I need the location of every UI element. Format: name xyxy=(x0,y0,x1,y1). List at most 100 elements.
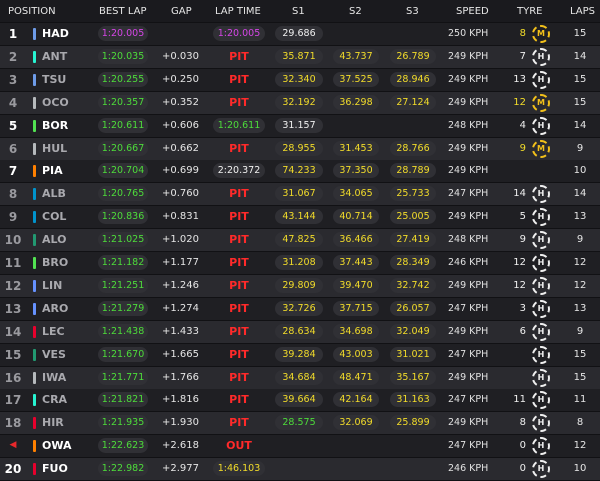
sector-s3-time: 31.163 xyxy=(390,392,436,408)
speed-trap: 249 KPH xyxy=(448,50,489,62)
driver-code[interactable]: VES xyxy=(42,347,66,361)
driver-code[interactable]: OWA xyxy=(42,439,72,453)
table-row[interactable]: 14 LEC 1:21.438 +1.433 PIT 28.634 34.698 32.049… xyxy=(0,320,600,343)
medium-tyre-icon: M xyxy=(532,25,550,43)
lap-count: 11 xyxy=(573,394,587,406)
table-header: POSITION BEST LAP GAP LAP TIME S1 S2 S3 … xyxy=(0,0,600,22)
driver-code[interactable]: COL xyxy=(42,210,67,224)
best-lap-time: 1:20.611 xyxy=(98,117,148,133)
table-row[interactable]: 17 CRA 1:21.821 +1.816 PIT 39.664 42.164 31.163… xyxy=(0,389,600,412)
pit-status: PIT xyxy=(229,49,249,63)
table-row[interactable]: 4 OCO 1:20.357 +0.352 PIT 32.192 36.298 27.124 2… xyxy=(0,91,600,114)
lap-count: 15 xyxy=(573,348,587,360)
lap-count: 12 xyxy=(573,279,587,291)
sector-s2-time: 34.065 xyxy=(333,186,379,202)
best-lap-time: 1:20.704 xyxy=(98,163,148,179)
pit-status: PIT xyxy=(229,72,249,86)
table-row[interactable]: 18 HIR 1:21.935 +1.930 PIT 28.575 32.069 25.899… xyxy=(0,412,600,435)
team-color-bar xyxy=(33,119,36,132)
speed-trap: 249 KPH xyxy=(448,165,489,177)
table-row[interactable]: 5 BOR 1:20.611 +0.606 1:20.611 31.157 248 KPH 4… xyxy=(0,114,600,137)
driver-code[interactable]: CRA xyxy=(42,393,68,407)
tyre-age: 8 xyxy=(519,28,526,39)
pit-status: PIT xyxy=(229,370,249,384)
driver-code[interactable]: ALO xyxy=(42,233,67,247)
sector-s2-time: 37.350 xyxy=(333,163,379,179)
tyre-age: 8 xyxy=(519,417,526,429)
table-row[interactable]: 8 ALB 1:20.765 +0.760 PIT 31.067 34.065 25.733 2… xyxy=(0,183,600,206)
pit-status: PIT xyxy=(229,301,249,315)
lap-time: 1:20.005 xyxy=(213,26,265,41)
sector-s1-time: 35.871 xyxy=(275,48,323,64)
driver-code[interactable]: BOR xyxy=(42,118,69,132)
table-row[interactable]: 2 ANT 1:20.035 +0.030 PIT 35.871 43.737 26.789 2… xyxy=(0,45,600,68)
tyre-age: 13 xyxy=(513,73,526,85)
table-row[interactable]: 15 VES 1:21.670 +1.665 PIT 39.284 43.003 31.021… xyxy=(0,343,600,366)
gap-value: +0.760 xyxy=(161,188,199,200)
table-row[interactable]: 7 PIA 1:20.704 +0.699 2:20.372 74.233 37.350 28… xyxy=(0,160,600,183)
header-tyre[interactable]: TYRE xyxy=(517,6,543,17)
table-row[interactable]: 12 LIN 1:21.251 +1.246 PIT 29.809 39.470 32.742… xyxy=(0,274,600,297)
position-number: 9 xyxy=(8,210,18,225)
driver-code[interactable]: IWA xyxy=(42,370,67,384)
table-row[interactable]: 1 HAD 1:20.005 1:20.005 29.686 250 KPH 8 M 15 xyxy=(0,23,600,45)
lap-count: 14 xyxy=(573,50,587,62)
header-s3[interactable]: S3 xyxy=(406,6,419,17)
team-color-bar xyxy=(33,394,36,407)
sector-s2-time: 31.453 xyxy=(333,140,379,156)
driver-code[interactable]: TSU xyxy=(42,72,67,86)
best-lap-time: 1:21.935 xyxy=(98,415,148,431)
header-best-lap[interactable]: BEST LAP xyxy=(99,6,147,17)
position-number: 16 xyxy=(4,370,22,385)
sector-s3-time: 35.167 xyxy=(390,369,436,385)
driver-code[interactable]: HUL xyxy=(42,141,68,155)
table-row[interactable]: 6 HUL 1:20.667 +0.662 PIT 28.955 31.453 28.766 2… xyxy=(0,137,600,160)
gap-value: +1.020 xyxy=(161,234,199,246)
table-row[interactable]: 20 FUO 1:22.982 +2.977 1:46.103 246 KPH 0 H 10 xyxy=(0,458,600,481)
position-number: 3 xyxy=(8,72,18,87)
team-color-bar xyxy=(33,279,36,292)
best-lap-time: 1:21.279 xyxy=(98,300,148,316)
table-row[interactable]: 16 IWA 1:21.771 +1.766 PIT 34.684 48.471 35.167… xyxy=(0,366,600,389)
driver-code[interactable]: FUO xyxy=(42,462,68,476)
table-row[interactable]: 11 BRO 1:21.182 +1.177 PIT 31.208 37.443 28.349… xyxy=(0,252,600,274)
driver-code[interactable]: ARO xyxy=(42,301,69,315)
pit-status: PIT xyxy=(229,278,249,292)
gap-value: +1.274 xyxy=(161,302,199,314)
header-speed[interactable]: SPEED xyxy=(456,6,489,17)
driver-code[interactable]: LEC xyxy=(42,324,65,338)
speed-trap: 249 KPH xyxy=(448,96,489,108)
driver-code[interactable]: ALB xyxy=(42,187,66,201)
header-position[interactable]: POSITION xyxy=(8,6,56,17)
driver-code[interactable]: LIN xyxy=(42,278,63,292)
lap-count: 12 xyxy=(573,440,587,452)
speed-trap: 246 KPH xyxy=(448,257,489,268)
driver-code[interactable]: PIA xyxy=(42,164,63,178)
table-row[interactable]: 9 COL 1:20.836 +0.831 PIT 43.144 40.714 25.005 2… xyxy=(0,206,600,229)
driver-code[interactable]: OCO xyxy=(42,95,69,109)
sector-s2-time: 34.698 xyxy=(333,323,379,339)
pit-status: PIT xyxy=(229,187,249,201)
sector-s2-time: 48.471 xyxy=(333,369,379,385)
gap-value: +1.766 xyxy=(161,371,199,383)
driver-code[interactable]: BRO xyxy=(42,256,69,269)
speed-trap: 248 KPH xyxy=(448,119,489,131)
table-row[interactable]: 13 ARO 1:21.279 +1.274 PIT 32.726 37.715 26.057… xyxy=(0,297,600,320)
table-row[interactable]: 10 ALO 1:21.025 +1.020 PIT 47.825 36.466 27.419… xyxy=(0,229,600,252)
team-color-bar xyxy=(33,28,36,40)
sector-s2-time: 39.470 xyxy=(333,277,379,293)
header-s2[interactable]: S2 xyxy=(349,6,362,17)
table-row[interactable]: ◀ OWA 1:22.623 +2.618 OUT 247 KPH 0 H 12 xyxy=(0,435,600,458)
driver-code[interactable]: ANT xyxy=(42,49,68,63)
pit-status: PIT xyxy=(229,210,249,224)
speed-trap: 250 KPH xyxy=(448,28,489,39)
sector-s3-time: 25.005 xyxy=(390,209,436,225)
table-row[interactable]: 3 TSU 1:20.255 +0.250 PIT 32.340 37.525 28.946 2… xyxy=(0,68,600,91)
header-laps[interactable]: LAPS xyxy=(570,6,596,17)
driver-code[interactable]: HIR xyxy=(42,416,64,430)
header-s1[interactable]: S1 xyxy=(292,6,305,17)
hard-tyre-icon: H xyxy=(532,322,550,341)
header-gap[interactable]: GAP xyxy=(171,6,192,17)
driver-code[interactable]: HAD xyxy=(42,27,69,40)
header-lap-time[interactable]: LAP TIME xyxy=(215,6,261,17)
